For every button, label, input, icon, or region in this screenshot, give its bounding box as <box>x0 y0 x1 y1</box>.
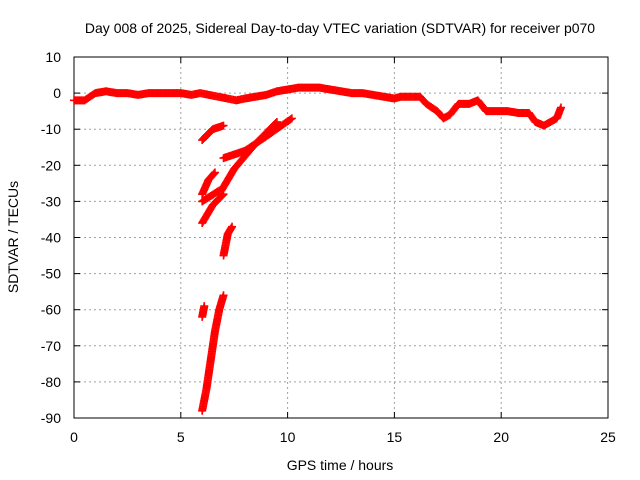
y-tick-label: -40 <box>41 230 61 246</box>
series-track-i <box>198 291 228 415</box>
x-tick-label: 25 <box>600 429 616 445</box>
axis-ticks: 0 5 10 15 20 25 10 0 -10 -20 -30 -40 -50 -60 -70 -80 -90 <box>41 49 616 445</box>
x-tick-label: 20 <box>493 429 509 445</box>
series-track-g <box>219 222 237 260</box>
y-tick-label: 10 <box>45 49 61 65</box>
y-axis-label: SDTVAR / TECUs <box>5 181 21 293</box>
data-point <box>200 302 209 311</box>
y-tick-label: -90 <box>41 410 61 426</box>
data-point <box>287 114 296 123</box>
series-track-d <box>198 190 228 228</box>
x-axis-label: GPS time / hours <box>287 457 394 473</box>
x-tick-label: 5 <box>177 429 185 445</box>
series-track-f <box>219 114 296 163</box>
y-tick-label: -10 <box>41 121 61 137</box>
data-point <box>286 115 295 124</box>
data-point <box>557 103 566 112</box>
series-track-h <box>198 302 209 321</box>
data-point <box>228 222 237 231</box>
chart-title: Day 008 of 2025, Sidereal Day-to-day VTE… <box>85 20 595 36</box>
data-point <box>219 291 228 300</box>
y-tick-label: -20 <box>41 157 61 173</box>
x-tick-label: 0 <box>70 429 78 445</box>
x-tick-label: 15 <box>387 429 403 445</box>
data-point <box>272 117 281 126</box>
y-tick-label: -30 <box>41 193 61 209</box>
data-point <box>210 169 219 178</box>
x-tick-label: 10 <box>280 429 296 445</box>
y-tick-label: 0 <box>53 85 61 101</box>
y-tick-label: -80 <box>41 374 61 390</box>
data-marks <box>70 83 566 415</box>
y-tick-label: -70 <box>41 338 61 354</box>
y-tick-label: -50 <box>41 266 61 282</box>
data-point <box>210 168 219 177</box>
series-track-a <box>198 121 228 145</box>
data-point <box>219 121 228 130</box>
series-track-b <box>198 168 219 199</box>
y-tick-label: -60 <box>41 302 61 318</box>
series-daily-trace <box>70 83 566 130</box>
